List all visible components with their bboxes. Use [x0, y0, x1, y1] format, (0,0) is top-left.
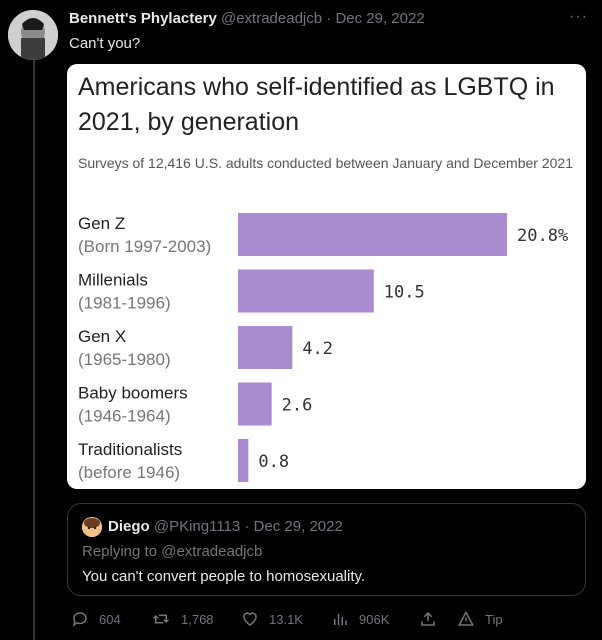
like-count: 13.1K	[269, 611, 303, 627]
bar-0	[238, 213, 507, 256]
author-handle[interactable]: @extradeadjcb	[220, 10, 323, 27]
category-label: Gen X	[78, 327, 126, 346]
separator-dot: ·	[326, 10, 332, 27]
quote-avatar	[82, 517, 102, 537]
category-label: Traditionalists	[78, 440, 182, 459]
quote-header: Diego @PKing1113 · Dec 29, 2022	[108, 518, 343, 535]
views-icon	[334, 613, 347, 625]
bar-2	[238, 326, 293, 369]
action-bar: 604 1,768 13.1K 906K Tip	[67, 610, 587, 632]
like-button[interactable]: 13.1K	[241, 610, 303, 628]
reply-icon	[72, 612, 87, 627]
avatar-image	[8, 10, 58, 60]
category-sublabel: (1965-1980)	[78, 350, 171, 369]
avatar[interactable]	[8, 10, 58, 60]
category-label: Gen Z	[78, 214, 125, 233]
category-label: Baby boomers	[78, 384, 188, 403]
share-button[interactable]	[419, 610, 447, 628]
value-label: 4.2	[302, 339, 333, 359]
replying-to: Replying to @extradeadjcb	[82, 543, 263, 560]
retweet-count: 1,768	[181, 611, 214, 627]
views-count: 906K	[359, 611, 390, 627]
tweet-text: Can't you?	[69, 35, 141, 52]
author-name[interactable]: Bennett's Phylactery	[69, 10, 217, 27]
share-icon	[421, 611, 435, 626]
reply-button[interactable]: 604	[71, 610, 121, 628]
quote-author-name[interactable]: Diego	[108, 518, 150, 535]
value-label: 10.5	[384, 283, 425, 303]
quoted-tweet[interactable]: Diego @PKing1113 · Dec 29, 2022 Replying…	[67, 503, 586, 596]
quote-date[interactable]: Dec 29, 2022	[253, 518, 343, 535]
tweet-date[interactable]: Dec 29, 2022	[335, 10, 425, 27]
quote-text: You can't convert people to homosexualit…	[82, 568, 366, 585]
quote-separator-dot: ·	[244, 518, 250, 535]
reply-count: 604	[99, 611, 121, 627]
value-label: 2.6	[282, 396, 313, 416]
category-sublabel: (Born 1997-2003)	[78, 237, 211, 256]
chart-title: Americans who self-identified as LGBTQ i…	[78, 73, 555, 136]
value-label: 20.8%	[517, 226, 568, 246]
quote-author-handle[interactable]: @PKing1113	[153, 518, 241, 535]
retweet-icon	[152, 614, 170, 624]
tip-label: Tip	[485, 611, 503, 627]
more-options-icon[interactable]: ···	[569, 8, 588, 25]
quote-avatar-image	[82, 517, 102, 537]
value-label: 0.8	[258, 452, 289, 472]
chart-image[interactable]: Americans who self-identified as LGBTQ i…	[67, 64, 586, 489]
views-button[interactable]: 906K	[331, 610, 389, 628]
thread-line	[33, 56, 35, 640]
retweet-button[interactable]: 1,768	[151, 610, 214, 628]
category-label: Millenials	[78, 271, 148, 290]
tip-icon	[458, 610, 474, 626]
tweet-header: Bennett's Phylactery @extradeadjcb · Dec…	[69, 10, 582, 30]
category-sublabel: (before 1946)	[78, 463, 180, 482]
category-sublabel: (1946-1964)	[78, 407, 171, 426]
bar-1	[238, 269, 374, 313]
like-icon	[243, 612, 257, 626]
bar-4	[238, 439, 249, 482]
chart-subtitle: Surveys of 12,416 U.S. adults conducted …	[78, 155, 573, 171]
bar-3	[238, 382, 272, 426]
category-sublabel: (1981-1996)	[78, 294, 171, 313]
bar-chart: Gen Z (Born 1997-2003) 20.8% Millenials (198…	[78, 213, 568, 482]
tip-button[interactable]: Tip	[457, 610, 503, 628]
